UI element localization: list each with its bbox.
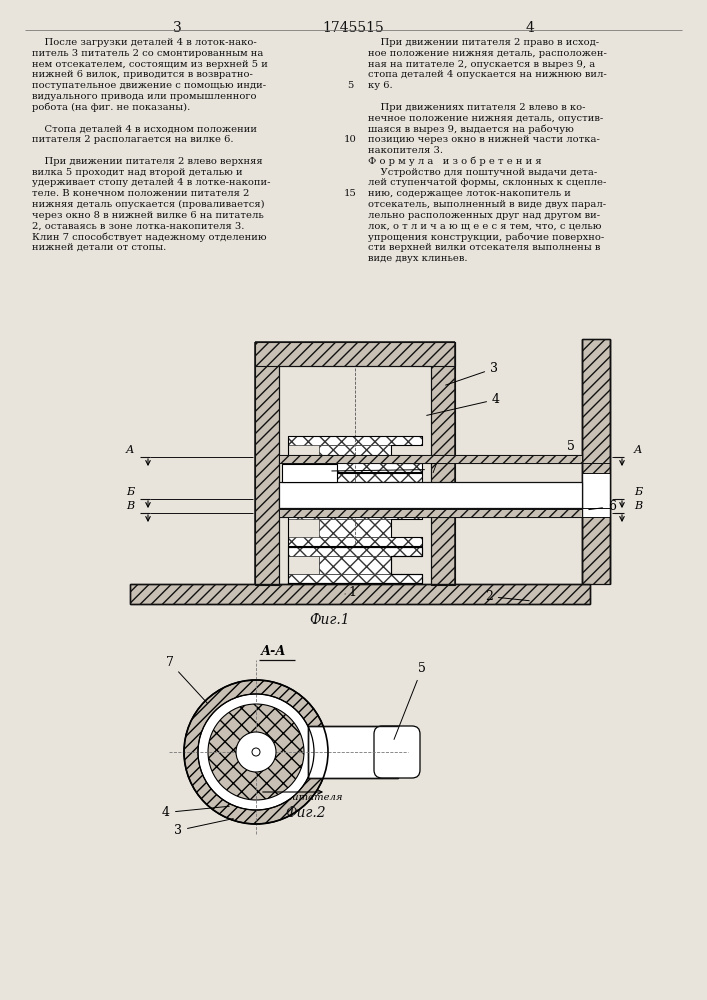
Bar [279, 482, 582, 508]
Text: нижняя деталь опускается (проваливается): нижняя деталь опускается (проваливается) [32, 200, 264, 209]
Bar [319, 519, 391, 537]
Bar [308, 726, 398, 778]
Bar [279, 509, 582, 517]
Text: Фиг.1: Фиг.1 [310, 613, 350, 627]
Circle shape [252, 748, 260, 756]
Text: 4: 4 [427, 393, 500, 415]
Circle shape [208, 704, 304, 800]
Text: А-А: А-А [261, 645, 286, 658]
Bar [319, 482, 391, 500]
Text: Стопа деталей 4 в исходном положении: Стопа деталей 4 в исходном положении [32, 124, 257, 133]
Text: робота (на фиг. не показаны).: робота (на фиг. не показаны). [32, 103, 190, 112]
Text: В: В [126, 501, 134, 511]
Text: А: А [634, 445, 643, 455]
Bar [319, 445, 391, 463]
Text: 1745515: 1745515 [322, 21, 384, 35]
Bar [431, 342, 455, 585]
Text: лельно расположенных друг над другом ви-: лельно расположенных друг над другом ви- [368, 211, 600, 220]
Text: 6: 6 [589, 500, 616, 513]
Bar [582, 509, 610, 517]
Text: 4: 4 [162, 806, 229, 819]
Bar [288, 463, 422, 472]
Text: стопа деталей 4 опускается на нижнюю вил-: стопа деталей 4 опускается на нижнюю вил… [368, 70, 607, 79]
Text: нию, содержащее лоток-накопитель и: нию, содержащее лоток-накопитель и [368, 189, 571, 198]
Polygon shape [282, 464, 337, 482]
Text: вилка 5 проходит над второй деталью и: вилка 5 проходит над второй деталью и [32, 168, 243, 177]
Text: шаяся в вырез 9, выдается на рабочую: шаяся в вырез 9, выдается на рабочую [368, 124, 574, 134]
Bar [130, 584, 590, 604]
Text: 7: 7 [166, 656, 207, 703]
Text: лей ступенчатой формы, склонных к сцепле-: лей ступенчатой формы, склонных к сцепле… [368, 178, 607, 187]
Text: Б: Б [634, 487, 642, 497]
Text: нижней 6 вилок, приводится в возвратно-: нижней 6 вилок, приводится в возвратно- [32, 70, 253, 79]
Text: накопителя 3.: накопителя 3. [368, 146, 443, 155]
Bar [288, 537, 422, 546]
Text: При движении питателя 2 право в исход-: При движении питателя 2 право в исход- [368, 38, 599, 47]
Bar [255, 342, 455, 366]
Text: В: В [634, 501, 642, 511]
Text: теле. В конечном положении питателя 2: теле. В конечном положении питателя 2 [32, 189, 250, 198]
Bar [582, 474, 610, 482]
Text: 2: 2 [485, 590, 530, 603]
Text: ная на питателе 2, опускается в вырез 9, а: ная на питателе 2, опускается в вырез 9,… [368, 60, 595, 69]
Text: видуального привода или промышленного: видуального привода или промышленного [32, 92, 257, 101]
Text: 3: 3 [174, 819, 233, 837]
Text: 1: 1 [345, 586, 356, 599]
Text: 5: 5 [567, 440, 575, 459]
Bar [582, 339, 610, 584]
Bar [319, 556, 391, 574]
Circle shape [198, 694, 314, 810]
Text: поступательное движение с помощью инди-: поступательное движение с помощью инди- [32, 81, 266, 90]
Bar [319, 556, 391, 574]
Text: упрощения конструкции, рабочие поверхно-: упрощения конструкции, рабочие поверхно- [368, 232, 604, 242]
Bar [288, 473, 422, 482]
Text: нижней детали от стопы.: нижней детали от стопы. [32, 243, 166, 252]
Text: ку 6.: ку 6. [368, 81, 392, 90]
Text: 3: 3 [445, 362, 498, 385]
Text: Клин 7 способствует надежному отделению: Клин 7 способствует надежному отделению [32, 232, 267, 242]
Circle shape [236, 732, 276, 772]
Text: Фиг.2: Фиг.2 [286, 806, 327, 820]
Text: удерживает стопу деталей 4 в лотке-накопи-: удерживает стопу деталей 4 в лотке-накоп… [32, 178, 271, 187]
Text: При движениях питателя 2 влево в ко-: При движениях питателя 2 влево в ко- [368, 103, 585, 112]
Text: через окно 8 в нижней вилке 6 на питатель: через окно 8 в нижней вилке 6 на питател… [32, 211, 264, 220]
Text: 5: 5 [394, 662, 426, 739]
Text: 7: 7 [332, 463, 438, 476]
Text: сти верхней вилки отсекателя выполнены в: сти верхней вилки отсекателя выполнены в [368, 243, 600, 252]
Bar [288, 574, 422, 583]
Text: 15: 15 [344, 189, 356, 198]
Bar [288, 510, 422, 519]
Text: 4: 4 [525, 21, 534, 35]
Text: питателя 2 располагается на вилке 6.: питателя 2 располагается на вилке 6. [32, 135, 233, 144]
Text: Б: Б [126, 487, 134, 497]
Bar [288, 436, 422, 445]
Text: ное положение нижняя деталь, расположен-: ное положение нижняя деталь, расположен- [368, 49, 607, 58]
Text: нем отсекателем, состоящим из верхней 5 и: нем отсекателем, состоящим из верхней 5 … [32, 60, 268, 69]
Text: 5: 5 [347, 81, 354, 90]
Bar [582, 482, 610, 508]
Text: лок, о т л и ч а ю щ е е с я тем, что, с целью: лок, о т л и ч а ю щ е е с я тем, что, с… [368, 222, 602, 231]
Bar [288, 547, 422, 556]
Text: 3: 3 [173, 21, 182, 35]
Text: При движении питателя 2 влево верхняя: При движении питателя 2 влево верхняя [32, 157, 262, 166]
Text: После загрузки деталей 4 в лоток-нако-: После загрузки деталей 4 в лоток-нако- [32, 38, 257, 47]
FancyBboxPatch shape [374, 726, 420, 778]
Bar [288, 574, 422, 583]
Text: А: А [126, 445, 134, 455]
Text: Ход питателя: Ход питателя [264, 793, 344, 802]
Text: питель 3 питатель 2 со смонтированным на: питель 3 питатель 2 со смонтированным на [32, 49, 264, 58]
Text: отсекатель, выполненный в виде двух парал-: отсекатель, выполненный в виде двух пара… [368, 200, 606, 209]
Text: Ф о р м у л а   и з о б р е т е н и я: Ф о р м у л а и з о б р е т е н и я [368, 157, 542, 166]
Bar [279, 455, 582, 463]
Text: 2, оставаясь в зоне лотка-накопителя 3.: 2, оставаясь в зоне лотка-накопителя 3. [32, 222, 245, 231]
Circle shape [184, 680, 328, 824]
Text: виде двух клиньев.: виде двух клиньев. [368, 254, 467, 263]
Text: Устройство для поштучной выдачи дета-: Устройство для поштучной выдачи дета- [368, 168, 597, 177]
Text: 10: 10 [344, 135, 356, 144]
Text: позицию через окно в нижней части лотка-: позицию через окно в нижней части лотка- [368, 135, 600, 144]
Bar [288, 500, 422, 509]
Bar [255, 342, 279, 585]
Bar [288, 547, 422, 556]
Text: нечное положение нижняя деталь, опустив-: нечное положение нижняя деталь, опустив- [368, 114, 603, 123]
